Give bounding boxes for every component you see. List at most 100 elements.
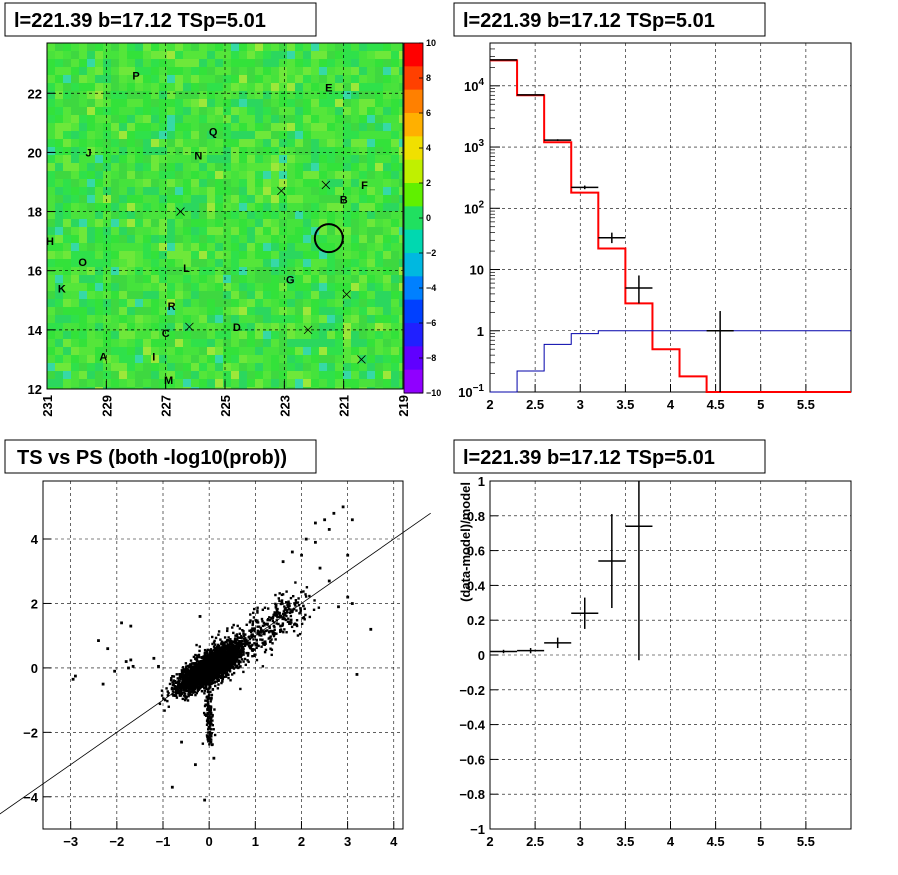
heatmap-cell [87,107,95,115]
heatmap-cell [359,59,367,67]
heatmap-cell [191,155,199,163]
heatmap-cell [223,59,231,67]
scatter-point [217,643,220,647]
colorbar-tick-label: −8 [426,353,436,363]
heatmap-cell [391,355,399,363]
heatmap-cell [295,131,303,139]
scatter-point [216,678,220,682]
scatter-point [273,611,276,614]
heatmap-cell [303,115,311,123]
scatter-point [200,683,203,686]
heatmap-cell [319,147,327,155]
heatmap-cell [103,139,111,147]
heatmap-cell [351,131,359,139]
heatmap-cell [95,211,103,219]
source-label: E [325,82,332,94]
heatmap-cell [351,99,359,107]
heatmap-cell [303,355,311,363]
heatmap-cell [119,83,127,91]
heatmap-cell [247,163,255,171]
heatmap-cell [111,51,119,59]
heatmap-cell [191,355,199,363]
heatmap-cell [383,131,391,139]
heatmap-cell [143,299,151,307]
heatmap-cell [79,83,87,91]
heatmap-ytick-label: 20 [28,145,42,160]
heatmap-cell [383,235,391,243]
heatmap-cell [175,43,183,51]
heatmap-cell [79,251,87,259]
heatmap-cell [295,275,303,283]
heatmap-cell [223,91,231,99]
colorbar-segment [404,276,423,301]
scatter-point [160,694,164,697]
heatmap-cell [47,347,55,355]
heatmap-cell [87,91,95,99]
heatmap-cell [183,331,191,339]
scatter-point [235,633,239,636]
heatmap-cell [127,259,135,267]
scatter-point [208,650,212,654]
scatter-point [186,699,190,702]
heatmap-cell [239,123,247,131]
heatmap-cell [95,83,103,91]
heatmap-cell [279,147,287,155]
heatmap-cell [199,179,207,187]
heatmap-cell [383,259,391,267]
heatmap-cell [343,115,351,123]
heatmap-cell [359,139,367,147]
heatmap-cell [143,187,151,195]
heatmap-cell [199,363,207,371]
heatmap-cell [119,123,127,131]
heatmap-cell [295,59,303,67]
scatter-point [184,697,188,700]
heatmap-cell [47,147,55,155]
heatmap-cell [199,387,207,389]
heatmap-cell [247,299,255,307]
heatmap-cell [279,259,287,267]
heatmap-cell [399,203,403,211]
heatmap-cell [239,115,247,123]
heatmap-cell [255,347,263,355]
scatter-point [288,611,292,615]
heatmap-cell [231,235,239,243]
heatmap-cell [215,307,223,315]
heatmap-cell [103,243,111,251]
heatmap-cell [295,91,303,99]
heatmap-cell [271,371,279,379]
heatmap-cell [327,171,335,179]
heatmap-cell [167,323,175,331]
scatter-point [181,666,185,669]
heatmap-cell [375,67,383,75]
heatmap-cell [175,83,183,91]
heatmap-cell [183,163,191,171]
heatmap-cell [247,227,255,235]
heatmap-cell [183,219,191,227]
heatmap-cell [127,379,135,387]
heatmap-cell [399,339,403,347]
heatmap-cell [263,283,271,291]
heatmap-cell [287,163,295,171]
spectrum-title-box [453,2,766,37]
scatter-point [168,682,172,686]
heatmap-cell [359,259,367,267]
heatmap-cell [343,299,351,307]
heatmap-cell [71,315,79,323]
heatmap-cell [207,131,215,139]
heatmap-cell [295,323,303,331]
heatmap-cell [47,355,55,363]
heatmap-cell [343,227,351,235]
heatmap-cell [247,139,255,147]
heatmap-cell [375,195,383,203]
heatmap-cell [87,227,95,235]
heatmap-cell [143,355,151,363]
heatmap-cell [239,379,247,387]
heatmap-cell [151,123,159,131]
heatmap-cell [351,107,359,115]
heatmap-cell [159,219,167,227]
heatmap-cell [143,259,151,267]
heatmap-cell [239,99,247,107]
heatmap-cell [287,339,295,347]
heatmap-cell [255,307,263,315]
heatmap-cell [223,387,231,389]
